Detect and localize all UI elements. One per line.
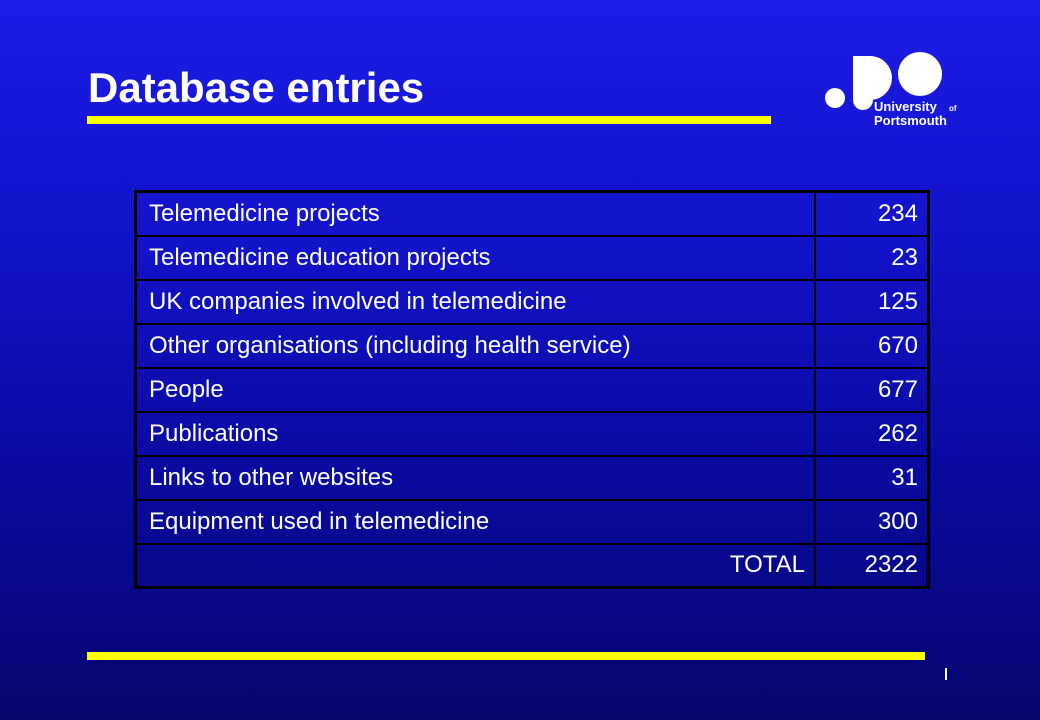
table-row: Telemedicine projects 234	[134, 190, 930, 237]
row-value: 23	[814, 234, 930, 281]
row-value: 234	[814, 190, 930, 237]
total-label: TOTAL	[134, 542, 817, 589]
row-value: 670	[814, 322, 930, 369]
row-value: 262	[814, 410, 930, 457]
row-label: UK companies involved in telemedicine	[134, 278, 817, 325]
row-label: Other organisations (including health se…	[134, 322, 817, 369]
logo-text-portsmouth: Portsmouth	[874, 113, 947, 128]
table-row: UK companies involved in telemedicine 12…	[134, 278, 930, 325]
row-label: Links to other websites	[134, 454, 817, 501]
total-value: 2322	[814, 542, 930, 589]
database-entries-table: Telemedicine projects 234 Telemedicine e…	[134, 190, 930, 589]
row-label: Telemedicine education projects	[134, 234, 817, 281]
table-row: Equipment used in telemedicine 300	[134, 498, 930, 545]
bottom-rule	[87, 652, 925, 660]
row-value: 31	[814, 454, 930, 501]
total-row: TOTAL 2322	[134, 542, 930, 589]
slide-title: Database entries	[88, 64, 425, 111]
row-label: Equipment used in telemedicine	[134, 498, 817, 545]
table-row: Telemedicine education projects 23	[134, 234, 930, 281]
university-logo: University of Portsmouth	[822, 48, 962, 136]
row-value: 677	[814, 366, 930, 413]
university-of-portsmouth-logo-mark: University of Portsmouth	[825, 52, 957, 128]
row-value: 300	[814, 498, 930, 545]
row-label: Publications	[134, 410, 817, 457]
table-row: Links to other websites 31	[134, 454, 930, 501]
table-row: Publications 262	[134, 410, 930, 457]
page-number-mark	[945, 668, 947, 680]
logo-text-of: of	[949, 104, 957, 113]
row-label: Telemedicine projects	[134, 190, 817, 237]
title-underline-rule	[87, 116, 771, 124]
row-value: 125	[814, 278, 930, 325]
table-row: People 677	[134, 366, 930, 413]
logo-text-university: University	[874, 99, 938, 114]
table-row: Other organisations (including health se…	[134, 322, 930, 369]
row-label: People	[134, 366, 817, 413]
